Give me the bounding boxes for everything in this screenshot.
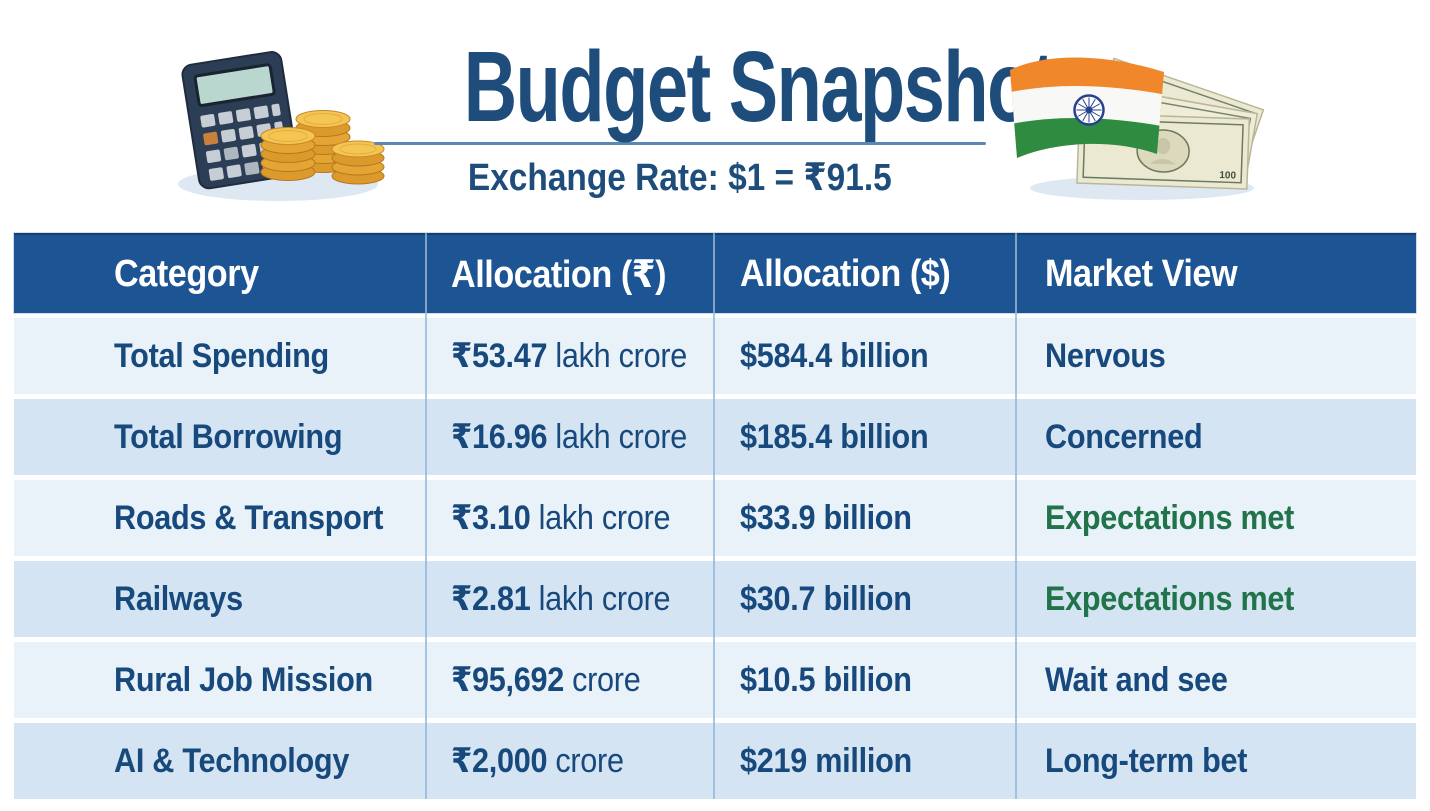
cell-allocation-usd: $33.9 billion bbox=[714, 480, 1015, 556]
header: Budget Snapshot Exchange Rate: $1 = ₹91.… bbox=[360, 34, 1056, 200]
inr-amount: ₹2.81 bbox=[450, 580, 531, 618]
market-view-label: Long-term bet bbox=[1045, 741, 1248, 780]
cell-allocation-inr: ₹16.96 lakh crore bbox=[425, 399, 714, 475]
cell-allocation-usd: $10.5 billion bbox=[714, 642, 1015, 718]
category-label: Total Borrowing bbox=[114, 417, 343, 456]
page-title: Budget Snapshot bbox=[463, 31, 1056, 143]
market-view-label: Expectations met bbox=[1045, 498, 1295, 537]
svg-text:100: 100 bbox=[1219, 170, 1236, 182]
header-market-view: Market View bbox=[1045, 252, 1238, 295]
table-row: Roads & Transport ₹3.10 lakh crore $33.9 … bbox=[14, 480, 1416, 556]
cell-market-view: Wait and see bbox=[1015, 642, 1416, 718]
cell-market-view: Concerned bbox=[1015, 399, 1416, 475]
table-row: Railways ₹2.81 lakh crore $30.7 billion E… bbox=[14, 561, 1416, 637]
header-allocation-usd: Allocation ($) bbox=[739, 252, 951, 295]
usd-amount: $584.4 billion bbox=[739, 336, 929, 375]
cell-market-view: Expectations met bbox=[1015, 561, 1416, 637]
usd-amount: $185.4 billion bbox=[739, 417, 929, 456]
inr-unit: lakh crore bbox=[555, 337, 687, 375]
table-row: Total Borrowing ₹16.96 lakh crore $185.4 … bbox=[14, 399, 1416, 475]
flag-money-illustration: 100 100 100 100 100 bbox=[992, 42, 1270, 204]
inr-unit: crore bbox=[571, 661, 641, 699]
category-label: Rural Job Mission bbox=[114, 660, 373, 699]
table-body: Total Spending ₹53.47 lakh crore $584.4 b… bbox=[14, 318, 1416, 799]
budget-table: Category Allocation (₹) Allocation ($) M… bbox=[13, 232, 1417, 799]
usd-amount: $33.9 billion bbox=[739, 498, 912, 537]
cell-allocation-usd: $185.4 billion bbox=[714, 399, 1015, 475]
title-underline bbox=[374, 142, 986, 145]
inr-unit: lakh crore bbox=[538, 499, 671, 537]
inr-amount: ₹2,000 bbox=[450, 742, 548, 780]
market-view-label: Wait and see bbox=[1045, 660, 1228, 699]
market-view-label: Concerned bbox=[1045, 417, 1203, 456]
cell-allocation-usd: $30.7 billion bbox=[714, 561, 1015, 637]
inr-amount: ₹16.96 bbox=[450, 418, 548, 456]
cell-category: AI & Technology bbox=[14, 723, 425, 799]
inr-unit: crore bbox=[555, 742, 624, 780]
cell-allocation-inr: ₹3.10 lakh crore bbox=[425, 480, 714, 556]
category-label: Roads & Transport bbox=[114, 498, 384, 537]
inr-unit: lakh crore bbox=[555, 418, 687, 456]
header-category: Category bbox=[114, 252, 259, 295]
cell-category: Total Borrowing bbox=[14, 399, 425, 475]
inr-amount: ₹3.10 bbox=[450, 499, 531, 537]
coins-icon bbox=[260, 110, 385, 185]
cell-allocation-inr: ₹53.47 lakh crore bbox=[425, 318, 714, 394]
cell-market-view: Expectations met bbox=[1015, 480, 1416, 556]
header-allocation-inr: Allocation (₹) bbox=[450, 253, 667, 296]
cell-category: Rural Job Mission bbox=[14, 642, 425, 718]
cell-allocation-usd: $219 million bbox=[714, 723, 1015, 799]
exchange-rate-subtitle: Exchange Rate: $1 = ₹91.5 bbox=[468, 157, 892, 199]
market-view-label: Nervous bbox=[1045, 336, 1166, 375]
category-label: Total Spending bbox=[114, 336, 329, 375]
table-row: Total Spending ₹53.47 lakh crore $584.4 b… bbox=[14, 318, 1416, 394]
table-row: AI & Technology ₹2,000 crore $219 million… bbox=[14, 723, 1416, 799]
cell-allocation-inr: ₹95,692 crore bbox=[425, 642, 714, 718]
market-view-label: Expectations met bbox=[1045, 579, 1295, 618]
ashoka-chakra-icon bbox=[1073, 94, 1105, 126]
calculator-coins-illustration bbox=[168, 44, 396, 208]
cell-allocation-inr: ₹2,000 crore bbox=[425, 723, 714, 799]
calculator-icon bbox=[178, 51, 385, 201]
table-header-row: Category Allocation (₹) Allocation ($) M… bbox=[13, 232, 1417, 314]
cell-category: Total Spending bbox=[14, 318, 425, 394]
category-label: Railways bbox=[114, 579, 243, 618]
inr-amount: ₹95,692 bbox=[450, 661, 564, 699]
inr-unit: lakh crore bbox=[538, 580, 671, 618]
usd-amount: $30.7 billion bbox=[739, 579, 912, 618]
cell-allocation-inr: ₹2.81 lakh crore bbox=[425, 561, 714, 637]
usd-amount: $10.5 billion bbox=[739, 660, 912, 699]
inr-amount: ₹53.47 bbox=[450, 337, 548, 375]
table-row: Rural Job Mission ₹95,692 crore $10.5 bil… bbox=[14, 642, 1416, 718]
usd-amount: $219 million bbox=[739, 741, 912, 780]
cell-category: Roads & Transport bbox=[14, 480, 425, 556]
cell-market-view: Long-term bet bbox=[1015, 723, 1416, 799]
category-label: AI & Technology bbox=[114, 741, 350, 780]
cell-allocation-usd: $584.4 billion bbox=[714, 318, 1015, 394]
cell-market-view: Nervous bbox=[1015, 318, 1416, 394]
cell-category: Railways bbox=[14, 561, 425, 637]
